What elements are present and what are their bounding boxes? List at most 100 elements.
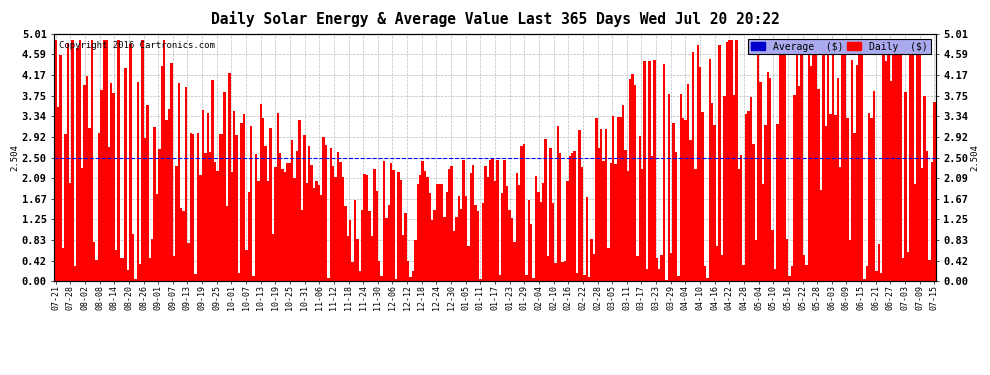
Bar [860, 40, 863, 281]
Bar [544, 139, 546, 281]
Bar [211, 80, 214, 281]
Bar [446, 192, 447, 281]
Bar [190, 133, 192, 281]
Bar [800, 44, 803, 281]
Bar [788, 276, 791, 281]
Bar [830, 114, 832, 281]
Bar [163, 40, 165, 281]
Bar [822, 43, 825, 281]
Bar [494, 181, 496, 281]
Bar [798, 86, 800, 281]
Bar [187, 243, 190, 281]
Bar [916, 40, 919, 281]
Bar [581, 167, 583, 281]
Bar [216, 171, 219, 281]
Bar [525, 274, 528, 281]
Bar [590, 239, 593, 281]
Bar [653, 60, 655, 281]
Bar [837, 78, 839, 281]
Bar [436, 184, 439, 281]
Bar [660, 255, 662, 281]
Legend: Average  ($), Daily  ($): Average ($), Daily ($) [748, 39, 931, 54]
Bar [467, 246, 469, 281]
Bar [719, 45, 721, 281]
Bar [390, 163, 392, 281]
Bar [697, 45, 699, 281]
Bar [318, 184, 320, 281]
Bar [368, 211, 370, 281]
Bar [699, 66, 701, 281]
Bar [856, 66, 858, 281]
Bar [444, 216, 446, 281]
Bar [358, 271, 361, 281]
Bar [865, 266, 868, 281]
Bar [642, 169, 644, 281]
Bar [793, 95, 796, 281]
Bar [603, 160, 605, 281]
Bar [518, 184, 521, 281]
Bar [549, 148, 551, 281]
Bar [165, 120, 168, 281]
Bar [100, 90, 103, 281]
Bar [325, 145, 328, 281]
Bar [803, 255, 805, 281]
Bar [231, 172, 233, 281]
Bar [66, 43, 69, 281]
Bar [110, 82, 113, 281]
Bar [61, 248, 64, 281]
Bar [353, 200, 356, 281]
Bar [622, 105, 624, 281]
Bar [523, 144, 525, 281]
Bar [912, 40, 914, 281]
Bar [820, 190, 822, 281]
Bar [59, 55, 61, 281]
Bar [320, 195, 323, 281]
Bar [441, 184, 444, 281]
Bar [813, 40, 815, 281]
Bar [264, 146, 267, 281]
Bar [397, 172, 400, 281]
Bar [108, 147, 110, 281]
Bar [431, 219, 434, 281]
Bar [704, 266, 706, 281]
Bar [675, 153, 677, 281]
Bar [538, 192, 540, 281]
Bar [78, 40, 81, 281]
Bar [873, 92, 875, 281]
Bar [672, 123, 675, 281]
Bar [409, 277, 412, 281]
Bar [637, 256, 639, 281]
Bar [929, 260, 931, 281]
Bar [747, 111, 749, 281]
Bar [551, 203, 554, 281]
Bar [279, 153, 281, 281]
Bar [370, 236, 373, 281]
Bar [902, 258, 904, 281]
Bar [890, 81, 892, 281]
Bar [148, 258, 151, 281]
Bar [764, 125, 766, 281]
Bar [848, 240, 851, 281]
Bar [543, 183, 545, 281]
Bar [291, 141, 293, 281]
Bar [742, 265, 744, 281]
Bar [95, 260, 98, 281]
Bar [692, 52, 694, 281]
Bar [779, 40, 781, 281]
Bar [516, 173, 518, 281]
Bar [160, 66, 163, 281]
Bar [620, 117, 622, 281]
Bar [757, 40, 759, 281]
Bar [439, 184, 441, 281]
Bar [117, 40, 120, 281]
Bar [177, 83, 180, 281]
Bar [276, 113, 279, 281]
Bar [598, 148, 600, 281]
Bar [909, 40, 912, 281]
Bar [882, 40, 885, 281]
Bar [271, 234, 274, 281]
Bar [556, 126, 559, 281]
Bar [405, 213, 407, 281]
Bar [858, 50, 860, 281]
Bar [224, 92, 226, 281]
